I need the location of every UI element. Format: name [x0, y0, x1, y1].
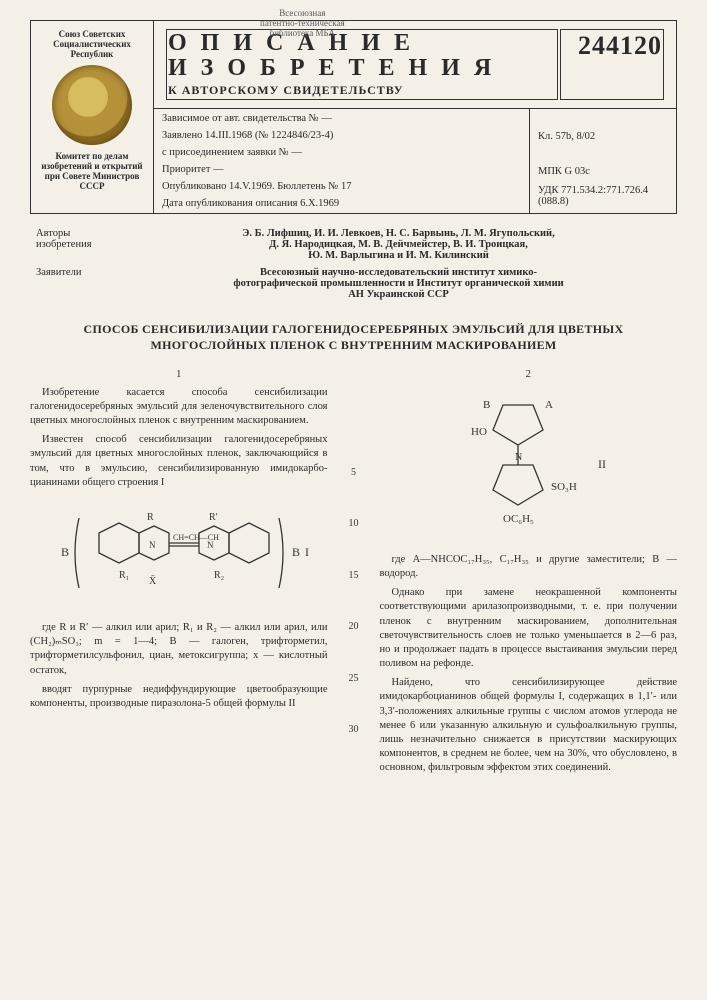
joined-line: с присоединением заявки № —: [162, 147, 521, 158]
col2-number: 2: [380, 368, 678, 382]
col2-p3: Найдено, что сенсибилизирующее действие …: [380, 676, 678, 775]
svg-text:R₂: R₂: [214, 570, 224, 581]
library-stamp: Всесоюзная патентно-техническая библиоте…: [260, 8, 345, 38]
patent-number: 244120: [562, 31, 662, 61]
published-line: Опубликовано 14.V.1969. Бюллетень № 17: [162, 181, 521, 192]
invention-title: СПОСОБ СЕНСИБИЛИЗАЦИИ ГАЛОГЕНИДОСЕРЕБРЯН…: [70, 322, 637, 353]
svg-text:R: R: [147, 512, 154, 523]
col1-p1: Изобретение касается способа сенсибилиза…: [30, 386, 328, 429]
ussr-label: Союз Советских Социалистических Республи…: [37, 29, 147, 59]
pubdate-line: Дата опубликования описания 6.X.1969: [162, 198, 521, 209]
stamp-line: библиотека МБА: [260, 28, 345, 38]
authors-names: Э. Б. Лифшиц, И. И. Левкоев, Н. С. Барвы…: [122, 226, 675, 263]
number-block: 244120: [560, 29, 664, 100]
col1-p2: Известен способ сенсибилизации галогенид…: [30, 433, 328, 490]
dependent-line: Зависимое от авт. свидетельства № —: [162, 113, 521, 124]
linenum: 25: [346, 672, 362, 686]
authors-block: Авторы изобретения Э. Б. Лифшиц, И. И. Л…: [30, 224, 677, 304]
applicants-names: Всесоюзный научно-исследовательский инст…: [122, 265, 675, 302]
svg-text:N: N: [515, 452, 522, 463]
line-number-gutter: 5 10 15 20 25 30: [346, 368, 362, 781]
col1-p3: где R и R′ — алкил или арил; R₁ и R₂ — а…: [30, 621, 328, 678]
page: Всесоюзная патентно-техническая библиоте…: [0, 0, 707, 1000]
class-line: Кл. 57b, 8/02: [538, 131, 668, 142]
svg-text:SO₃H: SO₃H: [551, 481, 577, 493]
svg-text:B: B: [483, 399, 490, 411]
formula-2: B A HO N SO₃H OC₆H₅ II: [380, 390, 678, 545]
priority-line: Приоритет —: [162, 164, 521, 175]
applicants-label: Заявители: [32, 265, 120, 302]
svg-text:HO: HO: [471, 426, 487, 438]
linenum: 30: [346, 723, 362, 737]
authors-label: Авторы изобретения: [32, 226, 120, 263]
svg-text:CH=CH—CH: CH=CH—CH: [173, 533, 219, 542]
formula-2-svg: B A HO N SO₃H OC₆H₅ II: [433, 390, 623, 540]
svg-text:R₁: R₁: [119, 570, 129, 581]
mpk-line: МПК G 03c: [538, 166, 668, 177]
header-table: Союз Советских Социалистических Республи…: [30, 20, 677, 214]
filed-line: Заявлено 14.III.1968 (№ 1224846/23-4): [162, 130, 521, 141]
formula-1-label: I: [305, 545, 309, 559]
body-columns: 1 Изобретение касается способа сенсибили…: [30, 368, 677, 781]
svg-text:B: B: [61, 545, 69, 559]
svg-text:OC₆H₅: OC₆H₅: [503, 513, 534, 525]
udk-line: УДК 771.534.2:771.726.4 (088.8): [538, 185, 668, 207]
formula-2-label: II: [598, 457, 606, 471]
linenum: 5: [346, 466, 362, 480]
issuer-cell: Союз Советских Социалистических Республи…: [31, 21, 154, 214]
svg-text:N: N: [149, 540, 156, 550]
class-cell: Кл. 57b, 8/02 МПК G 03c УДК 771.534.2:77…: [530, 109, 677, 214]
formula-1: B B I R R′ N N CH=CH—CH R₁ X̄ R₂: [30, 498, 328, 613]
svg-text:X̄: X̄: [149, 575, 157, 587]
state-emblem-icon: [52, 65, 132, 145]
doc-type-line1: О П И С А Н И Е: [168, 31, 556, 56]
filing-cell: Зависимое от авт. свидетельства № — Заяв…: [154, 109, 530, 214]
col1-number: 1: [30, 368, 328, 382]
col2-p1: где A—NHCOC₁₇H₃₅, C₁₇H₃₅ и другие замест…: [380, 553, 678, 581]
title-cell: О П И С А Н И Е И З О Б Р Е Т Е Н И Я К …: [154, 21, 677, 109]
column-2: 2 B A HO N SO₃H OC₆H₅ II где: [380, 368, 678, 781]
stamp-line: патентно-техническая: [260, 18, 345, 28]
formula-1-svg: B B I R R′ N N CH=CH—CH R₁ X̄ R₂: [49, 498, 309, 608]
linenum: 20: [346, 620, 362, 634]
col2-p2: Однако при замене неокрашенной компонен­…: [380, 586, 678, 671]
doc-type-line2: И З О Б Р Е Т Е Н И Я: [168, 56, 556, 81]
title-block: О П И С А Н И Е И З О Б Р Е Т Е Н И Я К …: [166, 29, 558, 100]
stamp-line: Всесоюзная: [260, 8, 345, 18]
col1-p4: вводят пурпурные недиффундирующие цвето­…: [30, 683, 328, 711]
svg-text:B: B: [292, 545, 300, 559]
doc-subtitle: К АВТОРСКОМУ СВИДЕТЕЛЬСТВУ: [168, 83, 556, 98]
column-1: 1 Изобретение касается способа сенсибили…: [30, 368, 328, 781]
committee-label: Комитет по делам изобретений и открытий …: [37, 151, 147, 191]
svg-text:A: A: [545, 399, 553, 411]
svg-text:R′: R′: [209, 512, 218, 523]
linenum: 10: [346, 517, 362, 531]
linenum: 15: [346, 569, 362, 583]
